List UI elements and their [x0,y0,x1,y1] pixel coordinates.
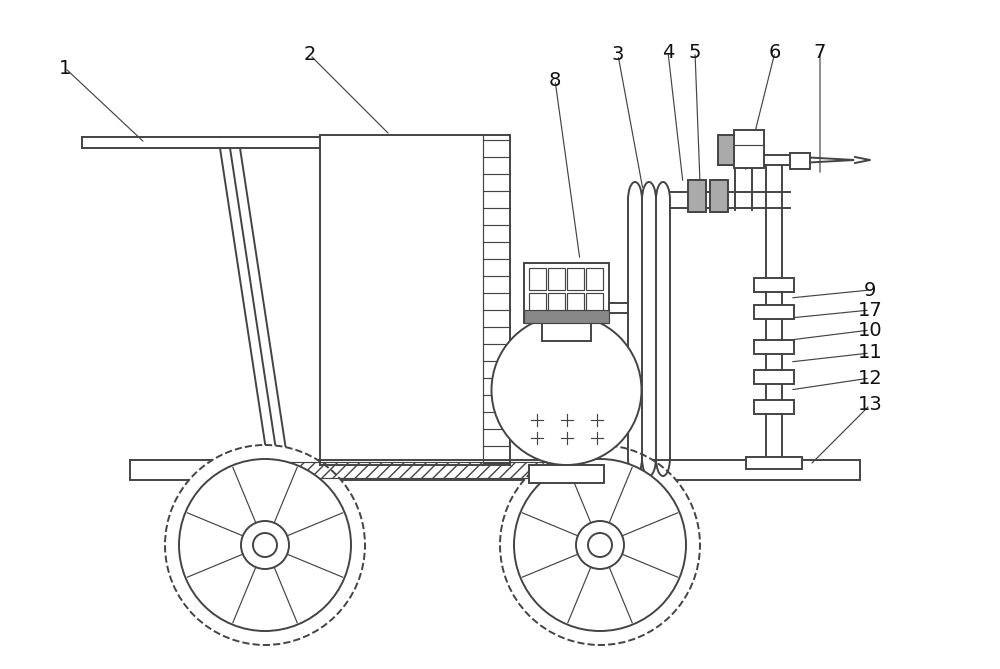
Bar [688,180,706,212]
Bar [529,465,604,483]
Circle shape [492,315,642,465]
Circle shape [253,533,277,557]
Bar [586,293,603,315]
Bar [586,268,603,290]
Bar [542,323,591,341]
Bar [718,135,738,165]
Bar [130,460,860,480]
Circle shape [514,459,686,631]
Bar [524,310,609,323]
Bar [548,293,565,315]
Circle shape [241,521,289,569]
Circle shape [165,445,365,645]
Text: 6: 6 [769,43,781,62]
Circle shape [500,445,700,645]
Text: 1: 1 [59,58,71,78]
Bar [567,293,584,315]
Text: 4: 4 [662,43,674,62]
Polygon shape [855,157,870,163]
Bar [754,305,794,319]
Text: 9: 9 [864,280,876,300]
Circle shape [179,459,351,631]
Text: 8: 8 [549,70,561,90]
Bar [754,278,794,292]
Bar [754,370,794,384]
Bar [710,180,728,212]
Text: 11: 11 [858,343,882,363]
Text: 3: 3 [612,45,624,64]
Bar [270,462,590,478]
Bar [754,340,794,354]
Bar [529,293,546,315]
Text: 17: 17 [858,300,882,320]
Text: 13: 13 [858,395,882,415]
Bar [754,400,794,414]
Bar [529,268,546,290]
Text: 7: 7 [814,43,826,62]
Bar [790,153,810,169]
Text: 5: 5 [689,43,701,62]
Bar [746,457,802,469]
Bar [548,268,565,290]
Circle shape [588,533,612,557]
Circle shape [576,521,624,569]
Text: 10: 10 [858,320,882,339]
Bar [734,130,764,168]
Text: 2: 2 [304,45,316,64]
Text: 12: 12 [858,369,882,387]
Bar [567,268,584,290]
Bar [524,263,609,323]
